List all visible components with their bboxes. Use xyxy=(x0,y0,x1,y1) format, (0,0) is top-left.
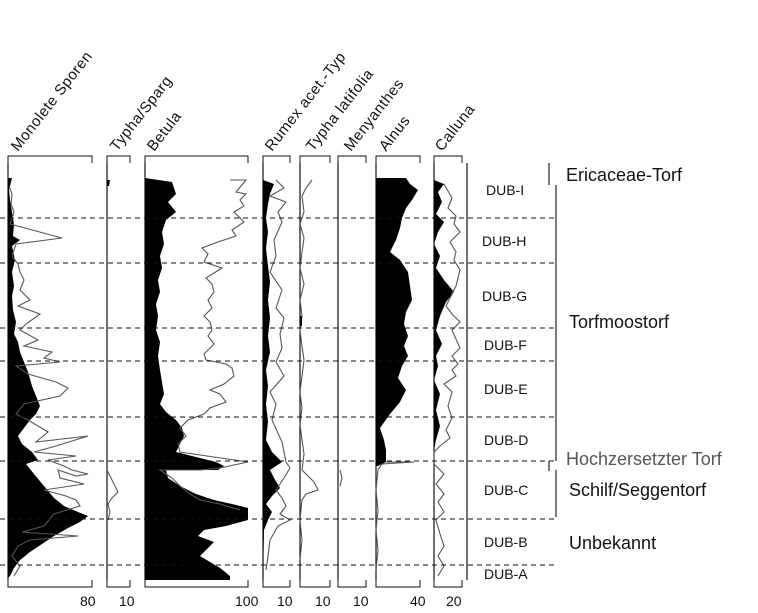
zone-label-dub-b: DUB-B xyxy=(484,534,528,550)
calluna-line xyxy=(433,183,461,577)
zone-label-dub-c: DUB-C xyxy=(484,482,528,498)
menyanthes-line xyxy=(339,469,343,487)
series-alnus xyxy=(375,178,418,571)
facies-label-ericaceae: Ericaceae-Torf xyxy=(566,165,683,185)
calluna-fill xyxy=(434,180,454,450)
betula-fill xyxy=(145,178,248,580)
zone-label-dub-h: DUB-H xyxy=(482,233,526,249)
top-scale-brackets xyxy=(7,155,463,163)
zone-boundaries xyxy=(0,217,556,566)
facies-label-schilf: Schilf/Seggentorf xyxy=(569,480,707,500)
taxon-labels: Monolete Sporen Typha/Sparg Betula Rumex… xyxy=(8,48,479,154)
tick-label-calluna: 20 xyxy=(446,593,462,609)
typha-latifolia-fill xyxy=(300,316,302,326)
taxon-label-calluna: Calluna xyxy=(432,101,479,154)
bottom-scale-brackets xyxy=(7,580,463,588)
series-typha-latifolia xyxy=(299,179,319,561)
zone-label-dub-d: DUB-D xyxy=(484,432,528,448)
zone-label-dub-i: DUB-I xyxy=(486,182,524,198)
tick-label-rumex: 10 xyxy=(277,593,293,609)
series-monolete-sporen xyxy=(8,178,89,578)
tick-label-typha-latifolia: 10 xyxy=(315,593,331,609)
tick-label-betula: 100 xyxy=(235,593,259,609)
alnus-fill xyxy=(376,178,418,466)
series-rumex xyxy=(263,179,292,580)
typha-latifolia-line xyxy=(299,179,319,561)
zone-label-dub-e: DUB-E xyxy=(484,381,528,397)
tick-label-alnus: 40 xyxy=(410,593,426,609)
facies-brackets xyxy=(548,163,557,517)
rumex-line xyxy=(265,179,292,571)
betula-exaggeration-line xyxy=(158,179,249,511)
tick-label-typha-sparg: 10 xyxy=(119,593,135,609)
typha-sparg-fill xyxy=(107,180,110,186)
facies-labels: Ericaceae-Torf Torfmoostorf Hochzersetzt… xyxy=(566,165,723,553)
rumex-fill xyxy=(263,180,282,580)
zone-labels: DUB-I DUB-H DUB-G DUB-F DUB-E DUB-D DUB-… xyxy=(482,182,528,582)
tick-label-monolete: 80 xyxy=(80,593,96,609)
facies-label-hochzersetzter: Hochzersetzter Torf xyxy=(566,449,723,469)
zone-label-dub-f: DUB-F xyxy=(484,337,527,353)
series-calluna xyxy=(433,180,461,577)
taxon-label-monolete-sporen: Monolete Sporen xyxy=(8,48,96,154)
series-typha-sparg xyxy=(106,180,119,521)
monolete-fill xyxy=(8,178,88,578)
facies-label-torfmoostorf: Torfmoostorf xyxy=(569,312,670,332)
zone-label-dub-a: DUB-A xyxy=(484,566,528,582)
tick-label-menyanthes: 10 xyxy=(353,593,369,609)
zone-label-dub-g: DUB-G xyxy=(482,288,527,304)
facies-label-unbekannt: Unbekannt xyxy=(569,533,656,553)
tick-labels: 80 10 100 10 10 10 40 20 xyxy=(80,593,462,609)
typha-sparg-line xyxy=(106,469,119,521)
alnus-line xyxy=(375,461,415,571)
series-betula xyxy=(145,178,249,580)
series-menyanthes xyxy=(339,469,343,487)
